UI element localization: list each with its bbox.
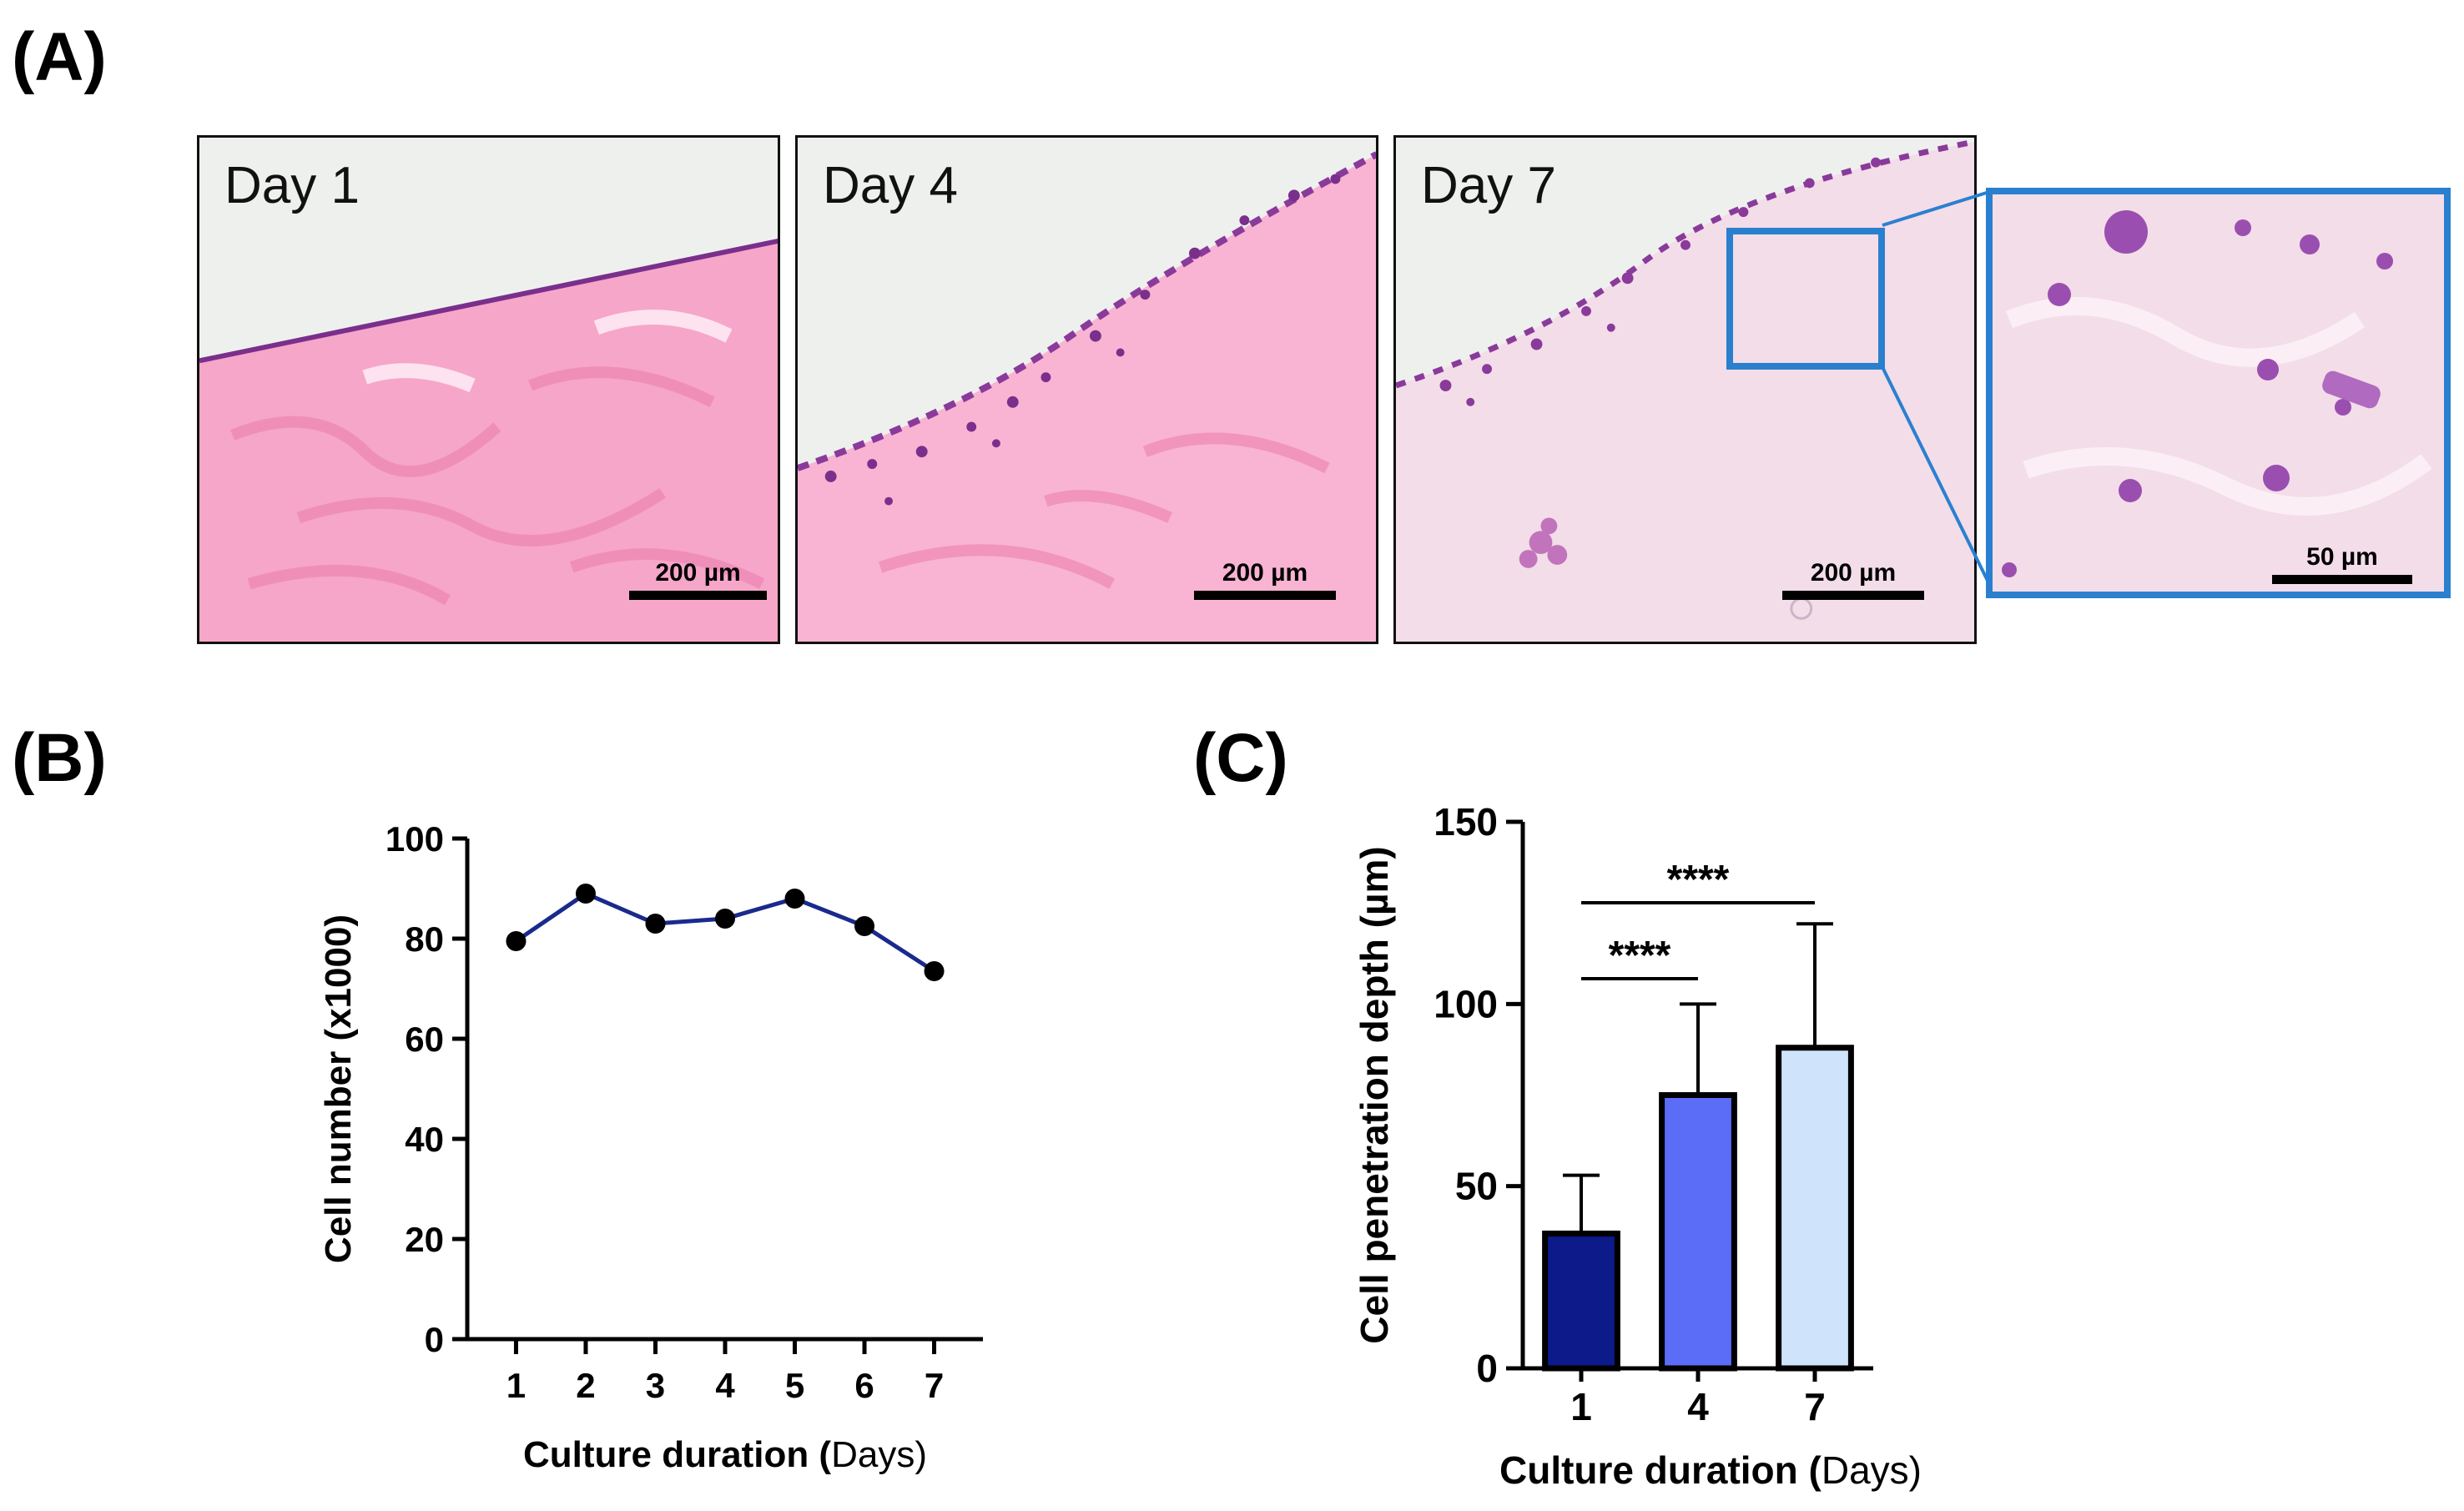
x-tick-label: 4 bbox=[715, 1366, 735, 1405]
y-axis-label: Cell number (x1000) bbox=[318, 914, 359, 1263]
scale-bar-label: 50 µm bbox=[2306, 543, 2378, 571]
y-tick-label: 20 bbox=[405, 1220, 444, 1259]
x-tick-label: 4 bbox=[1687, 1385, 1709, 1428]
data-point bbox=[715, 909, 735, 929]
x-tick-label: 2 bbox=[576, 1366, 595, 1405]
x-tick-label: 1 bbox=[506, 1366, 526, 1405]
y-axis-label: Cell penetration depth (µm) bbox=[1353, 846, 1396, 1343]
series-line bbox=[515, 891, 935, 974]
scale-bar: 200 µm bbox=[629, 559, 767, 600]
y-tick-label: 80 bbox=[405, 919, 444, 959]
y-tick-label: 100 bbox=[385, 819, 444, 859]
significance-label: **** bbox=[1609, 934, 1671, 978]
tissue-image bbox=[1396, 138, 1974, 642]
micrograph-day-4: Day 4 200 µm bbox=[795, 135, 1378, 644]
y-tick-label: 50 bbox=[1455, 1165, 1498, 1208]
scale-bar: 200 µm bbox=[1194, 559, 1336, 600]
data-point bbox=[924, 961, 945, 981]
micrograph-label: Day 1 bbox=[224, 157, 360, 214]
y-tick-label: 60 bbox=[405, 1020, 444, 1059]
data-point bbox=[645, 914, 666, 934]
data-point bbox=[854, 916, 875, 936]
micrograph-label: Day 7 bbox=[1421, 157, 1556, 214]
tissue-image bbox=[1993, 194, 2444, 592]
x-tick-label: 7 bbox=[1804, 1385, 1826, 1428]
micrograph-zoom-inset: 50 µm bbox=[1986, 188, 2451, 598]
x-axis-label: Culture duration (Days) bbox=[1499, 1448, 1922, 1492]
data-point bbox=[575, 884, 596, 904]
y-tick-label: 0 bbox=[1476, 1347, 1498, 1390]
panel-label-c: (C) bbox=[1193, 720, 1288, 796]
scale-bar-label: 200 µm bbox=[1222, 559, 1308, 587]
scale-bar-line bbox=[1194, 591, 1336, 600]
x-axis-label: Culture duration (Days) bbox=[523, 1434, 927, 1475]
scale-bar-line bbox=[2272, 575, 2412, 584]
highlight-box bbox=[1726, 228, 1885, 370]
y-tick-label: 100 bbox=[1434, 982, 1498, 1025]
micrograph-day-1: Day 1 200 µm bbox=[197, 135, 780, 644]
micrograph-label: Day 4 bbox=[823, 157, 958, 214]
y-tick-label: 150 bbox=[1434, 800, 1498, 844]
bar bbox=[1659, 1092, 1737, 1372]
significance-label: **** bbox=[1667, 858, 1730, 902]
x-tick-label: 1 bbox=[1570, 1385, 1592, 1428]
scale-bar-line bbox=[1782, 591, 1924, 600]
panel-label-a: (A) bbox=[12, 19, 107, 95]
x-tick-label: 6 bbox=[854, 1366, 874, 1405]
x-tick-label: 5 bbox=[785, 1366, 804, 1405]
scale-bar-line bbox=[629, 591, 767, 600]
scale-bar-label: 200 µm bbox=[655, 559, 741, 587]
scale-bar-label: 200 µm bbox=[1810, 559, 1897, 587]
micrograph-day-7: Day 7 200 µm bbox=[1393, 135, 1977, 644]
bar bbox=[1542, 1230, 1620, 1372]
data-point bbox=[506, 931, 527, 951]
x-tick-label: 7 bbox=[925, 1366, 944, 1405]
scale-bar: 200 µm bbox=[1782, 559, 1924, 600]
scale-bar: 50 µm bbox=[2272, 543, 2412, 584]
x-tick-label: 3 bbox=[646, 1366, 665, 1405]
panel-label-b: (B) bbox=[12, 720, 107, 796]
tissue-image bbox=[798, 138, 1376, 642]
y-tick-label: 0 bbox=[425, 1320, 444, 1359]
y-tick-label: 40 bbox=[405, 1120, 444, 1159]
data-point bbox=[784, 889, 805, 909]
tissue-image bbox=[199, 138, 778, 642]
bar bbox=[1776, 1045, 1854, 1372]
